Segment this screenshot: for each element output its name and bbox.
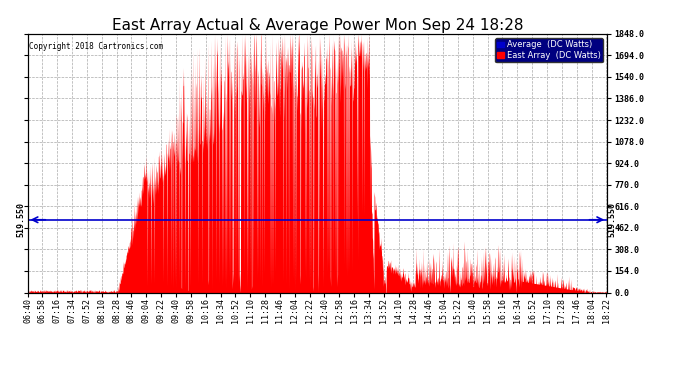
Legend: Average  (DC Watts), East Array  (DC Watts): Average (DC Watts), East Array (DC Watts… bbox=[495, 38, 603, 62]
Title: East Array Actual & Average Power Mon Sep 24 18:28: East Array Actual & Average Power Mon Se… bbox=[112, 18, 523, 33]
Text: 519.550: 519.550 bbox=[17, 202, 26, 237]
Text: Copyright 2018 Cartronics.com: Copyright 2018 Cartronics.com bbox=[29, 42, 163, 51]
Text: 519.550: 519.550 bbox=[607, 202, 616, 237]
